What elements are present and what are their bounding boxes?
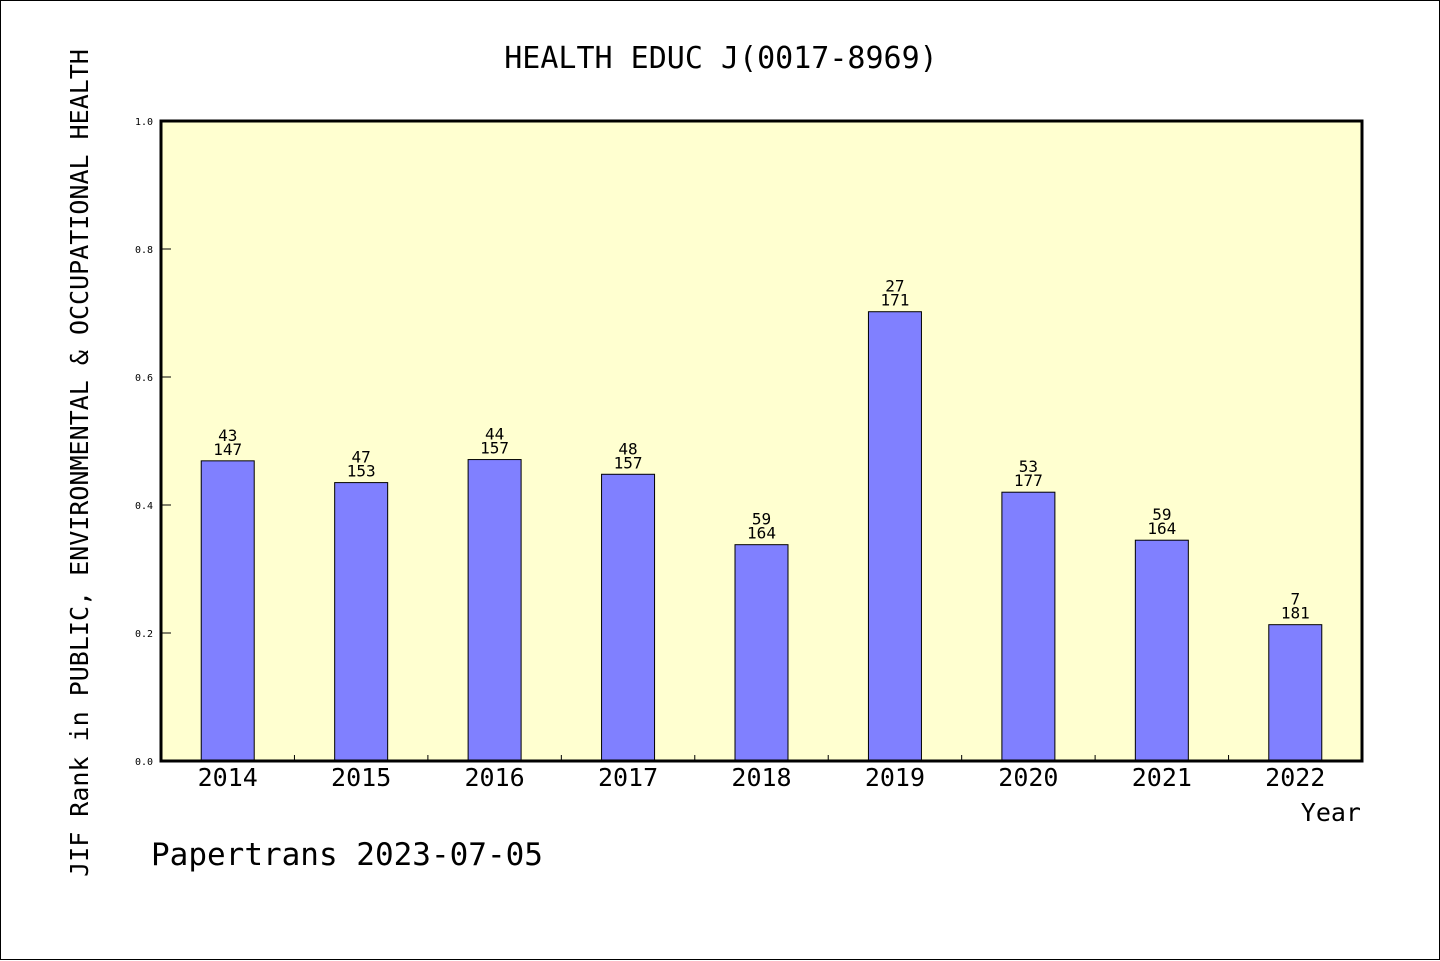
bar-total-label-2021: 164 [1147,519,1176,538]
y-tick-label-0.8: 0.8 [135,245,153,256]
y-tick-label-0.0: 0.0 [135,757,153,768]
y-tick-label-0.6: 0.6 [135,373,153,384]
x-tick-label-2015: 2015 [331,763,391,792]
x-tick-label-2022: 2022 [1265,763,1325,792]
bar-rank-label-2015: 47 [352,448,371,467]
bar-2019 [867,311,922,762]
bar-2015 [334,482,389,762]
bar-rank-label-2022: 7 [1290,590,1300,609]
bar-total-label-2018: 164 [747,524,776,543]
x-tick-label-2014: 2014 [198,763,258,792]
x-tick-label-2019: 2019 [865,763,925,792]
chart-title: HEALTH EDUC J(0017-8969) [504,41,937,76]
bar-rank-label-2014: 43 [218,426,237,445]
plot-border [159,119,1364,763]
footer-text: Papertrans 2023-07-05 [151,837,543,873]
bar-2016 [467,459,522,762]
bar-rank-label-2018: 59 [752,510,771,529]
bar-2020 [1001,491,1056,762]
y-tick-label-0.2: 0.2 [135,629,153,640]
bar-2014 [200,460,255,762]
x-tick-label-2021: 2021 [1132,763,1192,792]
x-tick-label-2018: 2018 [731,763,791,792]
y-tick-label-1.0: 1.0 [135,117,153,128]
bar-total-label-2022: 181 [1281,604,1310,623]
bar-rank-label-2017: 48 [618,439,637,458]
bar-total-label-2017: 157 [614,453,643,472]
x-tick-label-2020: 2020 [998,763,1058,792]
bar-rank-label-2016: 44 [485,425,504,444]
bar-rank-label-2020: 53 [1019,457,1038,476]
bar-2017 [601,473,656,762]
bar-rank-label-2021: 59 [1152,505,1171,524]
bar-total-label-2016: 157 [480,439,509,458]
bar-total-label-2020: 177 [1014,471,1043,490]
y-tick-label-0.4: 0.4 [135,501,153,512]
bar-2022 [1268,624,1323,762]
x-tick-label-2017: 2017 [598,763,658,792]
bar-2018 [734,544,789,762]
x-tick-label-2016: 2016 [465,763,525,792]
bar-2021 [1134,539,1189,762]
x-axis-label: Year [1301,798,1361,827]
bar-total-label-2019: 171 [880,291,909,310]
y-axis-label: JIF Rank in PUBLIC, ENVIRONMENTAL & OCCU… [65,49,94,877]
bar-total-label-2014: 147 [213,440,242,459]
bar-rank-label-2019: 27 [885,277,904,296]
bar-total-label-2015: 153 [347,462,376,481]
